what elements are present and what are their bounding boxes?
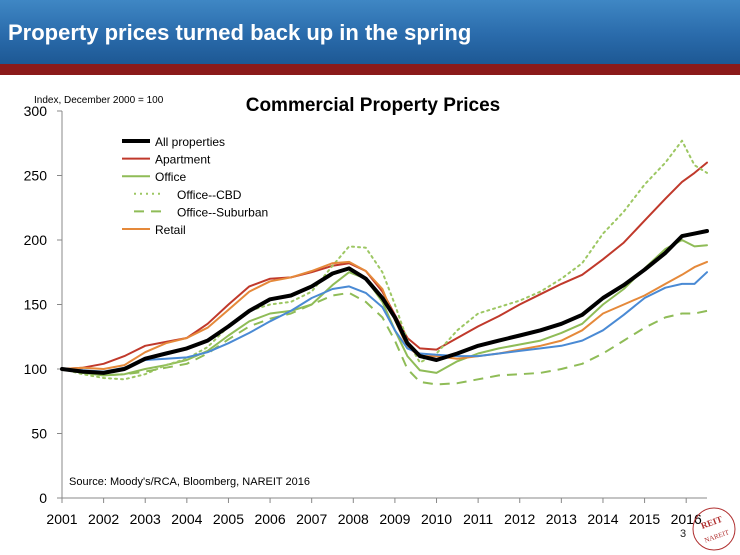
x-tick-label: 2004 bbox=[171, 511, 202, 527]
legend-label: All properties bbox=[155, 135, 225, 149]
legend-label: Office--Suburban bbox=[177, 205, 268, 219]
x-tick-label: 2015 bbox=[629, 511, 660, 527]
series-line-all-properties bbox=[60, 229, 709, 375]
legend-label: Office bbox=[155, 170, 186, 184]
chart-tick-labels: 0 50 100 150 200 250 300 2001 2002 2003 2004 2005 20… bbox=[24, 103, 702, 527]
y-tick-label: 0 bbox=[39, 490, 47, 506]
y-tick-label: 50 bbox=[31, 426, 47, 442]
legend-label: Apartment bbox=[155, 153, 211, 167]
series-line-unlabeled bbox=[61, 271, 708, 373]
x-tick-label: 2013 bbox=[546, 511, 577, 527]
header-accent-bar bbox=[0, 64, 740, 75]
x-tick-label: 2006 bbox=[254, 511, 285, 527]
series-line-office-cbd bbox=[61, 139, 708, 381]
legend-label: Retail bbox=[155, 223, 186, 237]
series-line-office-suburban bbox=[61, 291, 708, 386]
y-axis-label: Index, December 2000 = 100 bbox=[34, 95, 164, 106]
svg-text:REIT: REIT bbox=[700, 514, 724, 531]
y-tick-label: 150 bbox=[24, 297, 48, 313]
y-tick-label: 250 bbox=[24, 168, 48, 184]
x-tick-label: 2014 bbox=[587, 511, 618, 527]
slide-title: Property prices turned back up in the sp… bbox=[8, 20, 472, 45]
chart-axes bbox=[57, 110, 707, 503]
svg-text:NAREIT: NAREIT bbox=[703, 528, 731, 545]
page-number: 3 bbox=[680, 528, 687, 540]
legend-label: Office--CBD bbox=[177, 188, 242, 202]
y-tick-label: 300 bbox=[24, 103, 48, 119]
x-tick-label: 2008 bbox=[338, 511, 369, 527]
chart-series-lines bbox=[60, 139, 709, 386]
commercial-property-chart: Commercial Property Prices Index, Decemb… bbox=[24, 95, 709, 527]
x-tick-label: 2001 bbox=[46, 511, 77, 527]
x-tick-label: 2003 bbox=[130, 511, 161, 527]
slide-header: Property prices turned back up in the sp… bbox=[0, 0, 740, 64]
nareit-logo-icon: REIT NAREIT bbox=[692, 507, 736, 551]
x-tick-label: 2009 bbox=[379, 511, 410, 527]
chart-title: Commercial Property Prices bbox=[246, 95, 501, 116]
x-tick-label: 2011 bbox=[463, 511, 493, 527]
y-tick-label: 100 bbox=[24, 361, 48, 377]
x-tick-label: 2007 bbox=[296, 511, 327, 527]
x-tick-label: 2002 bbox=[88, 511, 119, 527]
x-tick-label: 2010 bbox=[421, 511, 452, 527]
x-tick-label: 2012 bbox=[504, 511, 535, 527]
source-note: Source: Moody's/RCA, Bloomberg, NAREIT 2… bbox=[69, 476, 310, 488]
x-tick-label: 2005 bbox=[213, 511, 244, 527]
y-tick-label: 200 bbox=[24, 232, 48, 248]
chart-legend: All properties Apartment Office Office--CBD… bbox=[122, 135, 268, 237]
